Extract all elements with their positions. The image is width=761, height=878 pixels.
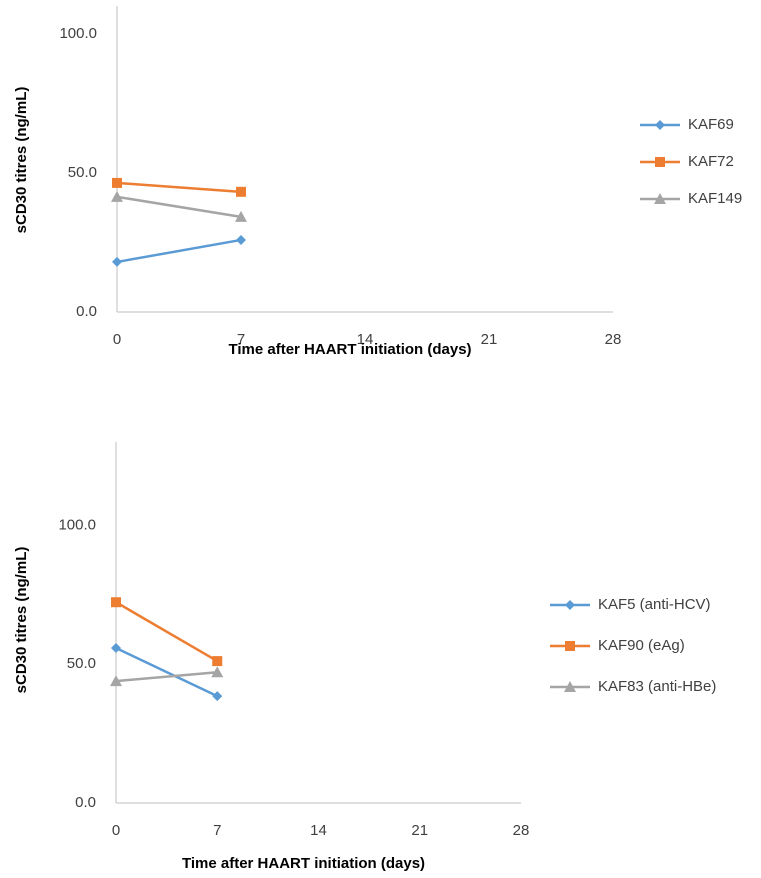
- marker: [565, 641, 575, 651]
- x-tick-label: 7: [237, 331, 245, 348]
- y-tick-label: 0.0: [75, 794, 96, 811]
- series-line: [115, 670, 218, 683]
- x-tick-label: 21: [411, 822, 428, 839]
- marker: [212, 656, 223, 667]
- legend-label: KAF69: [688, 116, 734, 133]
- marker: [236, 234, 246, 245]
- series-line: [116, 195, 242, 219]
- series-line: [116, 238, 242, 264]
- series-line: [115, 601, 218, 663]
- y-tick-label: 100.0: [59, 25, 97, 42]
- series-line: [116, 181, 242, 194]
- marker: [655, 120, 665, 130]
- y-tick-label: 50.0: [67, 655, 96, 672]
- marker: [111, 597, 121, 608]
- x-tick-label: 7: [213, 822, 221, 839]
- marker: [565, 600, 575, 610]
- x-axis-title: Time after HAART initiation (days): [228, 341, 471, 358]
- y-tick-label: 100.0: [58, 516, 96, 533]
- legend-label: KAF149: [688, 190, 742, 207]
- x-tick-label: 28: [513, 822, 530, 839]
- legend-label: KAF83 (anti-HBe): [598, 678, 716, 695]
- marker: [110, 675, 122, 687]
- y-axis-title: sCD30 titres (ng/mL): [13, 547, 30, 694]
- y-axis-title: sCD30 titres (ng/mL): [13, 87, 30, 234]
- legend-label: KAF72: [688, 153, 734, 170]
- chart: 0.0 50.0 100.0 0 7 14 21 28 Time after HAART ini…: [13, 442, 716, 872]
- marker: [112, 256, 122, 267]
- marker: [236, 186, 246, 197]
- y-tick-label: 50.0: [68, 164, 97, 181]
- x-tick-label: 28: [605, 331, 622, 348]
- x-tick-label: 0: [112, 822, 120, 839]
- x-tick-label: 14: [357, 331, 374, 348]
- marker: [655, 157, 665, 167]
- y-tick-label: 0.0: [76, 303, 97, 320]
- marker: [564, 681, 576, 692]
- x-axis-title: Time after HAART initiation (days): [182, 855, 425, 872]
- series-line: [115, 646, 218, 698]
- marker: [111, 643, 121, 654]
- x-tick-label: 14: [310, 822, 327, 839]
- marker: [654, 193, 666, 204]
- marker: [111, 190, 123, 202]
- marker: [211, 666, 224, 678]
- marker: [235, 210, 247, 222]
- legend-label: KAF5 (anti-HCV): [598, 596, 711, 613]
- marker: [212, 691, 223, 702]
- legend-label: KAF90 (eAg): [598, 637, 685, 654]
- marker: [112, 177, 122, 188]
- x-tick-label: 21: [481, 331, 498, 348]
- x-tick-label: 0: [113, 331, 121, 348]
- chart: 0.0 50.0 100.0 0 7 14 21 28 Time after HAART ini…: [13, 6, 742, 358]
